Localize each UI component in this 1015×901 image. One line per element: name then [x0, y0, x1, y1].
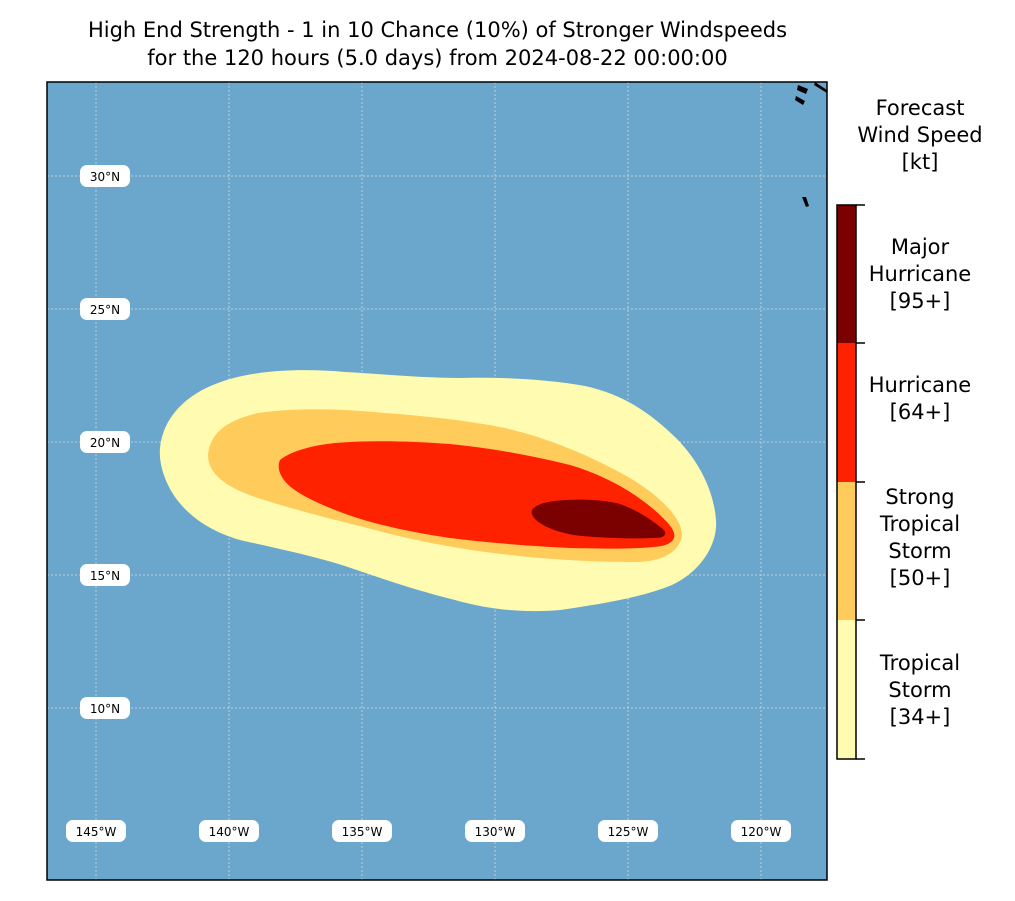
lon-label-140: 140°W	[209, 825, 250, 839]
lat-label-10: 10°N	[90, 702, 120, 716]
land-fragment-3	[814, 82, 827, 93]
legend-label-line: Tropical	[879, 651, 961, 675]
land-fragments	[795, 82, 827, 207]
legend-label-line: Tropical	[879, 512, 961, 536]
legend-title-line: Forecast	[875, 96, 965, 120]
legend-label-tropical-storm: Tropical Storm [34+]	[855, 650, 985, 731]
legend-label-line: [64+]	[889, 400, 951, 424]
lon-label-box-145	[66, 820, 126, 842]
legend-label-line: Storm	[888, 539, 952, 563]
colorbar-segment-tropical-storm	[837, 620, 856, 759]
lat-label-box-30	[80, 165, 130, 187]
lat-label-25: 25°N	[90, 303, 120, 317]
colorbar-segment-strong-tropical-storm	[837, 482, 856, 620]
lon-label-box-140	[199, 820, 259, 842]
lon-label-box-125	[598, 820, 658, 842]
colorbar	[836, 204, 865, 760]
legend-label-line: [34+]	[889, 705, 951, 729]
legend-label-line: Strong	[885, 485, 955, 509]
colorbar-segment-major-hurricane	[837, 205, 856, 343]
legend-label-line: [50+]	[889, 566, 951, 590]
lon-label-box-135	[332, 820, 392, 842]
map-border	[46, 81, 828, 881]
legend-label-line: Major	[890, 235, 950, 259]
lat-label-box-15	[80, 564, 130, 586]
lon-label-130: 130°W	[475, 825, 516, 839]
lon-label-135: 135°W	[342, 825, 383, 839]
land-fragment-1	[797, 85, 808, 94]
legend-title-line: Wind Speed	[857, 123, 983, 147]
legend-label-major-hurricane: Major Hurricane [95+]	[855, 234, 985, 315]
lon-label-box-130	[465, 820, 525, 842]
lon-label-box-120	[731, 820, 791, 842]
land-fragment-4	[802, 197, 809, 207]
lat-label-box-20	[80, 431, 130, 453]
latitude-labels: 30°N 25°N 20°N 15°N 10°N	[80, 165, 130, 719]
lat-label-15: 15°N	[90, 569, 120, 583]
colorbar-segment-hurricane	[837, 343, 856, 482]
legend-title: Forecast Wind Speed [kt]	[835, 95, 1005, 176]
chart-title-line2: for the 120 hours (5.0 days) from 2024-0…	[147, 46, 728, 70]
chart-title-line1: High End Strength - 1 in 10 Chance (10%)…	[87, 18, 788, 42]
legend-label-line: [95+]	[889, 289, 951, 313]
land-fragment-2	[795, 96, 805, 105]
longitude-labels: 145°W 140°W 135°W 130°W 125°W 120°W	[66, 820, 791, 842]
lat-label-box-10	[80, 697, 130, 719]
legend-label-hurricane: Hurricane [64+]	[855, 372, 985, 426]
lat-label-30: 30°N	[90, 170, 120, 184]
legend-label-line: Hurricane	[868, 262, 972, 286]
lat-label-20: 20°N	[90, 436, 120, 450]
legend-label-line: Storm	[888, 678, 952, 702]
lon-label-125: 125°W	[608, 825, 649, 839]
lat-label-box-25	[80, 298, 130, 320]
legend-label-strong-tropical-storm: Strong Tropical Storm [50+]	[855, 484, 985, 592]
legend-title-line: [kt]	[901, 150, 939, 174]
swath-major-hurricane	[531, 499, 666, 539]
lon-label-120: 120°W	[741, 825, 782, 839]
colorbar-ticks	[856, 204, 865, 760]
lon-label-145: 145°W	[76, 825, 117, 839]
legend-label-line: Hurricane	[868, 373, 972, 397]
